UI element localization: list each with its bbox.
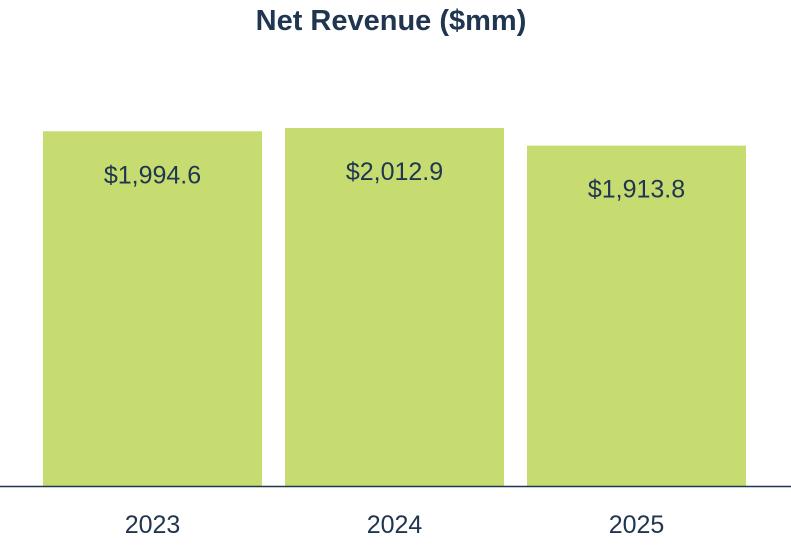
- data-labels-group: $1,994.6 $2,012.9 $1,913.8: [104, 158, 685, 204]
- bars-group: [43, 128, 746, 486]
- data-label-2023: $1,994.6: [104, 161, 201, 189]
- x-tick-label-2023: 2023: [125, 511, 181, 539]
- bar-2023: [43, 131, 262, 486]
- x-tick-label-2024: 2024: [367, 511, 423, 539]
- bar-2024: [285, 128, 504, 486]
- chart-title: Net Revenue ($mm): [256, 5, 527, 37]
- bar-2025: [527, 145, 746, 486]
- x-tick-label-2025: 2025: [609, 511, 665, 539]
- x-tick-labels-group: 2023 2024 2025: [125, 511, 665, 539]
- data-label-2024: $2,012.9: [346, 158, 443, 186]
- data-label-2025: $1,913.8: [588, 176, 685, 204]
